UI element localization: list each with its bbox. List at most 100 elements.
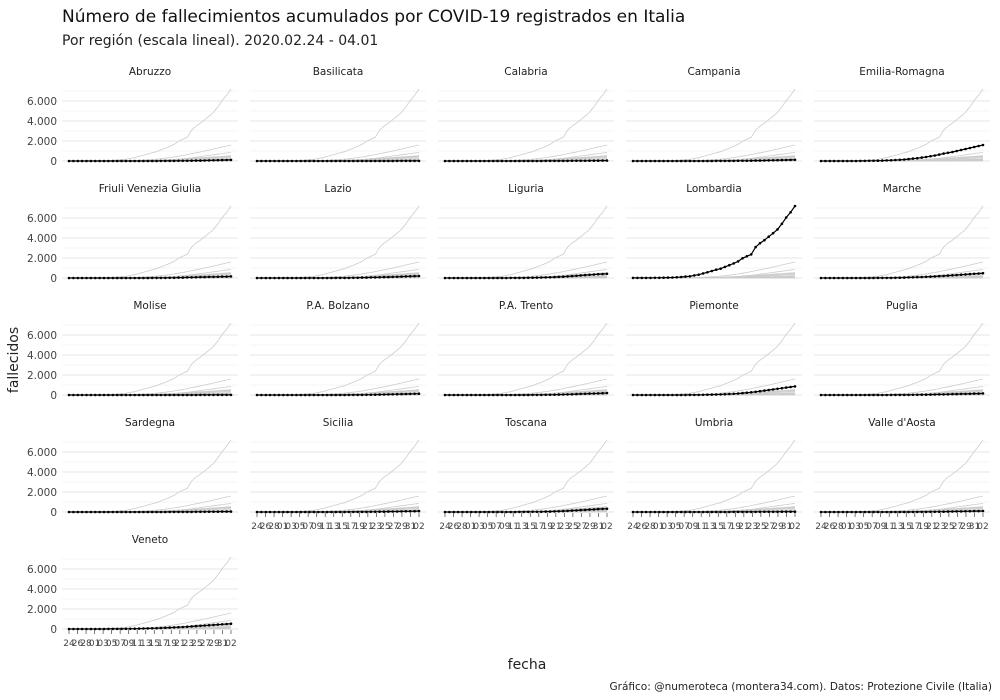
data-point-marche: [819, 276, 823, 280]
x-tick-label: 05: [294, 522, 305, 532]
data-point-piemonte: [649, 393, 652, 397]
data-point-veneto: [212, 623, 215, 627]
data-point-lazio: [378, 276, 381, 279]
strip-label-sicilia: Sicilia: [323, 417, 354, 429]
data-point-p-a-bolzano: [373, 393, 377, 397]
data-point-campania: [741, 159, 744, 163]
data-point-veneto: [168, 626, 171, 629]
panel-lazio: Lazio: [250, 183, 426, 280]
data-point-toscana: [570, 509, 574, 512]
data-point-puglia: [977, 392, 980, 395]
data-point-friuli-venezia-giulia: [80, 276, 84, 280]
data-point-emilia-romagna: [959, 148, 963, 152]
data-point-friuli-venezia-giulia: [72, 276, 75, 280]
data-point-sicilia: [277, 510, 281, 514]
y-tick-label: 4.000: [27, 233, 57, 245]
x-tick-label: 25: [567, 522, 578, 532]
data-point-marche: [867, 276, 871, 280]
data-point-veneto: [107, 627, 110, 631]
data-point-molise: [185, 393, 189, 397]
data-point-piemonte: [640, 393, 644, 397]
data-point-sardegna: [115, 510, 119, 514]
background-line-lombardia: [445, 205, 608, 279]
data-point-marche: [902, 276, 906, 279]
data-point-sardegna: [85, 510, 88, 514]
data-point-abruzzo: [177, 159, 180, 163]
strip-label-basilicata: Basilicata: [313, 66, 364, 78]
strip-label-marche: Marche: [883, 183, 921, 195]
data-point-piemonte: [666, 393, 670, 397]
data-point-basilicata: [408, 159, 412, 163]
data-point-toscana: [461, 510, 464, 514]
data-point-p-a-bolzano: [400, 392, 403, 396]
x-tick-label: 19: [918, 522, 930, 532]
data-point-p-a-bolzano: [387, 393, 390, 396]
data-point-p-a-trento: [443, 393, 447, 397]
data-point-lombardia: [784, 216, 788, 219]
data-point-calabria: [505, 159, 508, 163]
data-point-toscana: [465, 510, 469, 514]
y-tick-label: 0: [50, 156, 57, 168]
data-point-emilia-romagna: [863, 159, 867, 163]
y-tick-label: 4.000: [27, 350, 57, 362]
data-point-molise: [177, 393, 180, 397]
data-point-calabria: [500, 159, 504, 163]
data-point-lombardia: [749, 253, 753, 256]
data-point-p-a-trento: [557, 393, 561, 396]
x-tick-label: 03: [849, 522, 860, 532]
x-tick-label: 02: [601, 522, 612, 532]
data-point-marche: [859, 276, 862, 280]
x-tick-label: 25: [379, 522, 390, 532]
data-point-friuli-venezia-giulia: [98, 276, 101, 280]
x-tick-label: 24: [627, 522, 639, 532]
data-point-toscana: [443, 510, 447, 514]
strip-label-lombardia: Lombardia: [686, 183, 742, 195]
data-point-p-a-trento: [605, 391, 609, 395]
data-point-puglia: [859, 393, 862, 397]
data-point-p-a-bolzano: [317, 393, 320, 397]
data-point-p-a-trento: [518, 393, 521, 397]
x-tick-label: 24: [63, 639, 75, 649]
data-point-lazio: [369, 276, 373, 279]
data-point-p-a-trento: [452, 393, 456, 397]
data-point-valle-d-aosta: [959, 510, 963, 513]
data-point-friuli-venezia-giulia: [190, 276, 193, 279]
data-point-molise: [137, 393, 141, 397]
data-point-umbria: [631, 510, 635, 514]
data-point-calabria: [465, 159, 469, 163]
x-tick-label: 11: [319, 522, 330, 532]
data-point-friuli-venezia-giulia: [168, 276, 171, 280]
data-point-molise: [76, 393, 80, 397]
data-point-lombardia: [745, 254, 749, 258]
data-point-puglia: [824, 393, 827, 397]
strip-label-abruzzo: Abruzzo: [129, 66, 171, 78]
data-point-friuli-venezia-giulia: [150, 276, 154, 280]
data-point-friuli-venezia-giulia: [124, 276, 128, 280]
data-point-valle-d-aosta: [902, 510, 906, 514]
data-point-p-a-trento: [540, 393, 543, 397]
strip-label-molise: Molise: [133, 300, 166, 312]
y-tick-label: 2.000: [27, 136, 57, 148]
data-point-emilia-romagna: [894, 158, 897, 162]
background-line-lombardia: [821, 439, 984, 513]
data-point-campania: [640, 159, 644, 163]
data-point-lazio: [317, 276, 320, 280]
data-point-p-a-trento: [448, 393, 451, 397]
x-tick-label: 05: [670, 522, 681, 532]
data-point-marche: [824, 276, 827, 280]
data-point-calabria: [535, 159, 539, 163]
data-point-valle-d-aosta: [832, 510, 836, 514]
data-point-abruzzo: [124, 159, 128, 163]
data-point-molise: [94, 393, 97, 397]
data-point-sicilia: [299, 510, 303, 514]
data-point-calabria: [605, 159, 609, 162]
x-tick-label: 26: [260, 522, 272, 532]
data-point-emilia-romagna: [981, 143, 985, 147]
data-point-puglia: [832, 393, 836, 397]
data-point-umbria: [710, 510, 714, 514]
data-point-veneto: [67, 627, 71, 631]
data-point-campania: [745, 159, 749, 163]
data-point-umbria: [666, 510, 670, 514]
data-point-umbria: [693, 510, 696, 514]
data-point-valle-d-aosta: [872, 510, 875, 514]
